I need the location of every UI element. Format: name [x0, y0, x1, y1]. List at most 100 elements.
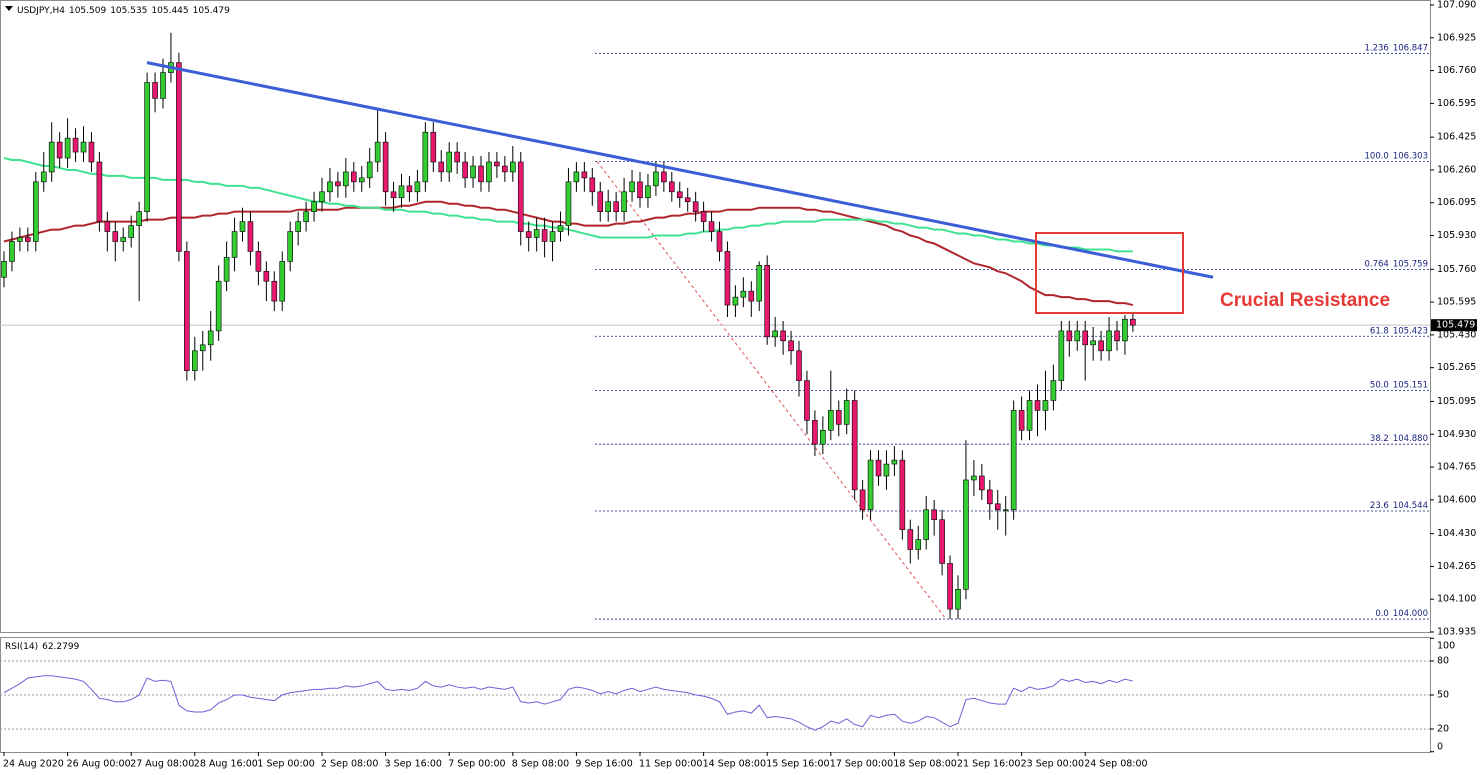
candle-body: [764, 265, 771, 338]
candle-body: [215, 280, 222, 332]
candle-body: [390, 191, 397, 199]
candle-body: [541, 229, 548, 242]
y-tick-label: 105.430: [1437, 329, 1476, 340]
candle-body: [1066, 330, 1073, 342]
candle-body: [430, 131, 437, 163]
candle-body: [1026, 400, 1033, 431]
candle-body: [939, 519, 945, 564]
candle-body: [629, 181, 635, 193]
candle-body: [88, 141, 95, 163]
fib-price: 105.759: [1393, 259, 1428, 269]
candle-body: [64, 137, 71, 159]
symbol-icon: [5, 6, 13, 11]
candle-body: [406, 185, 413, 193]
candle-body: [231, 231, 238, 258]
candle-body: [716, 231, 723, 252]
candle-body: [271, 280, 278, 302]
rsi-line: [3, 675, 1134, 731]
main-panel-frame: [0, 0, 1431, 633]
candle-body: [923, 509, 930, 540]
x-tick-label: 14 Sep 08:00: [703, 759, 766, 770]
y-tick-label: 104.265: [1437, 561, 1476, 572]
y-tick-label: 107.090: [1437, 0, 1476, 11]
candle-body: [478, 165, 484, 183]
candle-body: [549, 231, 556, 242]
fib-price: 105.423: [1393, 326, 1428, 336]
annotation: Crucial Resistance: [1220, 290, 1390, 311]
candle-body: [804, 380, 810, 421]
candle-body: [525, 231, 532, 238]
fib-price: 104.544: [1393, 500, 1428, 510]
header-high: 105.535: [110, 6, 147, 16]
fib-price: 106.847: [1393, 43, 1428, 53]
rsi-y-tick-label: 50: [1437, 690, 1449, 701]
y-tick-label: 104.430: [1437, 528, 1476, 539]
candle-body: [446, 151, 453, 173]
y-tick-label: 106.095: [1437, 197, 1476, 208]
y-tick-label: 104.600: [1437, 494, 1476, 505]
candle-body: [1122, 318, 1128, 342]
fib-label: 0.0 104.000: [1375, 609, 1428, 619]
candle-body: [621, 191, 627, 212]
header-open: 105.509: [69, 6, 106, 16]
candle-body: [247, 221, 254, 252]
candle-body: [438, 161, 445, 173]
candle-body: [748, 290, 755, 302]
y-tick-label: 106.425: [1437, 132, 1476, 143]
candle-body: [136, 211, 142, 226]
candle-body: [820, 429, 826, 445]
candle-body: [732, 296, 739, 306]
candle-body: [279, 261, 286, 302]
header-close: 105.479: [193, 6, 230, 16]
candle-body: [192, 350, 198, 371]
candle-body: [358, 177, 365, 183]
x-tick-label: 7 Sep 00:00: [448, 759, 505, 770]
candle-body: [422, 131, 429, 183]
x-tick-label: 11 Sep 00:00: [639, 759, 702, 770]
candle-body: [382, 141, 389, 193]
candle-body: [724, 251, 731, 306]
fib-label: 50.0 105.151: [1370, 380, 1428, 390]
header-low: 105.445: [151, 6, 188, 16]
candle-body: [843, 400, 850, 425]
x-tick-label: 28 Aug 16:00: [194, 759, 258, 770]
current-price-label: 105.479: [1436, 320, 1475, 331]
candle-body: [509, 161, 516, 173]
candle-body: [851, 400, 858, 491]
y-tick-label: 104.100: [1437, 594, 1476, 605]
candle-body: [1050, 380, 1057, 401]
candle-body: [350, 171, 357, 183]
rsi-last-value: 62.2799: [42, 642, 79, 652]
candle-body: [605, 201, 612, 212]
candle-body: [653, 171, 659, 187]
x-tick-label: 1 Sep 00:00: [257, 759, 314, 770]
candle-body: [899, 459, 906, 530]
candle-body: [994, 503, 1001, 511]
fib-ratio: 50.0: [1370, 380, 1389, 390]
rsi-y-tick-label: 100: [1437, 641, 1455, 652]
x-tick-label: 24 Sep 08:00: [1084, 759, 1147, 770]
candle-body: [756, 265, 763, 302]
fib-ratio: 0.764: [1365, 259, 1389, 269]
fib-ratio: 100.0: [1365, 151, 1389, 161]
candle-body: [414, 181, 421, 193]
candle-body: [223, 257, 230, 282]
resistance-box: [1035, 232, 1184, 314]
rsi-label: RSI(14): [5, 642, 38, 652]
candle-body: [343, 171, 349, 187]
candle-body: [40, 171, 47, 183]
candle-body: [684, 197, 691, 203]
candle-body: [1010, 410, 1017, 511]
y-tick-label: 105.265: [1437, 362, 1476, 373]
y-tick-label: 104.930: [1437, 429, 1476, 440]
x-tick-label: 21 Sep 16:00: [957, 759, 1020, 770]
candle-body: [120, 237, 127, 242]
fib-price: 104.000: [1393, 609, 1428, 619]
candle-body: [104, 221, 111, 232]
candle-body: [494, 161, 500, 167]
candle-body: [9, 241, 15, 262]
candle-body: [1058, 330, 1065, 381]
y-tick-label: 106.925: [1437, 32, 1476, 43]
